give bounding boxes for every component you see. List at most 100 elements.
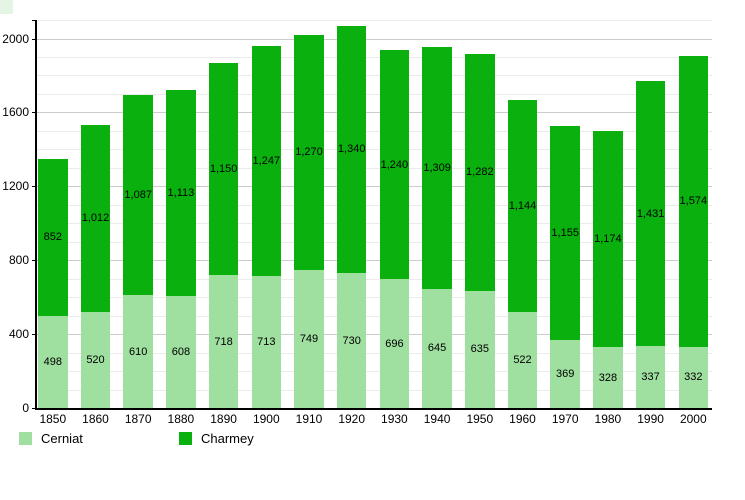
x-axis-label-1960: 1960 (509, 412, 536, 426)
value-label-cerniat-1850: 498 (43, 356, 62, 368)
value-label-cerniat-1930: 696 (385, 337, 404, 350)
bar-segment-charmey-1900 (251, 45, 281, 277)
x-axis-label-1970: 1970 (551, 412, 579, 426)
legend-label-charmey: Charmey (201, 431, 254, 446)
value-label-cerniat-2000: 332 (684, 371, 703, 384)
bar-segment-cerniat-1940 (422, 288, 452, 408)
minor-gridline-1000 (37, 223, 712, 225)
value-label-cerniat-1980: 328 (598, 371, 618, 384)
value-label-cerniat-1910: 749 (299, 332, 319, 345)
value-label-cerniat-1870: 610 (129, 345, 148, 358)
bar-segment-cerniat-1930 (379, 279, 410, 408)
major-gridline-1600 (37, 112, 712, 114)
value-label-cerniat-1990: 337 (641, 370, 660, 383)
value-label-cerniat-1860: 520 (86, 354, 105, 366)
minor-gridline-1700 (37, 93, 712, 95)
value-label-cerniat-1900: 713 (257, 336, 276, 349)
bar-segment-charmey-1970 (550, 126, 580, 340)
bar-segment-charmey-1920 (336, 25, 367, 274)
value-label-charmey-1860: 1,012 (81, 212, 110, 225)
value-label-charmey-2000: 1,574 (679, 195, 708, 208)
y-axis-label-1600: 1600 (2, 105, 29, 120)
minor-gridline-1500 (37, 130, 712, 132)
bar-segment-charmey-1850 (38, 158, 68, 316)
value-label-charmey-1910: 1,270 (295, 146, 323, 159)
major-gridline-400 (37, 334, 712, 336)
major-gridline-2000 (37, 38, 712, 40)
value-label-charmey-1980: 1,174 (594, 232, 622, 245)
x-axis-label-1990: 1990 (637, 412, 664, 426)
bar-segment-charmey-1950 (465, 53, 495, 291)
value-label-cerniat-1970: 369 (556, 367, 575, 380)
value-label-charmey-1940: 1,309 (423, 161, 451, 174)
minor-gridline-600 (37, 297, 712, 299)
y-axis-label-2000: 2000 (2, 31, 29, 46)
y-axis-tick-2000 (32, 38, 37, 40)
x-axis-label-1950: 1950 (466, 412, 494, 426)
y-axis-tick-1200 (32, 186, 37, 188)
y-axis-label-800: 800 (8, 253, 29, 268)
x-axis-label-1860: 1860 (82, 412, 109, 426)
bar-segment-charmey-2000 (678, 55, 708, 347)
value-label-charmey-1930: 1,240 (380, 158, 409, 171)
bar-segment-cerniat-1850 (38, 316, 68, 408)
minor-gridline-900 (37, 241, 712, 243)
legend: Cerniat Charmey (0, 431, 745, 451)
minor-gridline-200 (37, 371, 712, 372)
bar-segment-charmey-1880 (166, 90, 196, 296)
y-axis-tick-800 (32, 260, 37, 262)
value-label-charmey-1870: 1,087 (124, 188, 152, 201)
legend-swatch-charmey-icon (179, 432, 192, 445)
x-axis-label-1850: 1850 (39, 412, 67, 426)
value-label-charmey-1880: 1,113 (167, 186, 195, 199)
minor-gridline-2100 (37, 20, 712, 21)
bar-segment-cerniat-1860 (80, 311, 111, 408)
minor-gridline-300 (37, 352, 712, 354)
value-label-cerniat-1890: 718 (214, 335, 233, 348)
bar-segment-cerniat-1890 (208, 275, 239, 408)
x-axis-label-1920: 1920 (338, 412, 366, 426)
value-label-charmey-1970: 1,155 (551, 227, 579, 240)
value-label-charmey-1850: 852 (43, 231, 62, 244)
bar-segment-charmey-1940 (422, 47, 452, 289)
bar-segment-cerniat-1900 (251, 276, 281, 408)
minor-gridline-500 (37, 315, 712, 317)
bar-segment-charmey-1910 (294, 35, 324, 270)
bar-segment-cerniat-1870 (123, 295, 153, 408)
bar-segment-cerniat-1920 (336, 273, 367, 408)
value-label-charmey-1890: 1,150 (209, 163, 238, 176)
bar-segment-charmey-1990 (635, 81, 666, 346)
minor-gridline-1100 (37, 204, 712, 206)
y-axis-label-1200: 1200 (2, 179, 29, 194)
bar-segment-charmey-1860 (80, 124, 111, 312)
value-label-charmey-1920: 1,340 (337, 143, 366, 156)
bar-segment-cerniat-1880 (166, 295, 196, 408)
value-label-cerniat-1920: 730 (342, 334, 361, 347)
y-axis-line (35, 20, 37, 408)
legend-item-cerniat: Cerniat (19, 431, 83, 446)
value-label-charmey-1960: 1,144 (508, 199, 537, 212)
bar-segment-charmey-1980 (593, 130, 623, 348)
minor-gridline-700 (37, 278, 712, 280)
x-axis-label-1890: 1890 (210, 412, 237, 426)
y-axis-label-0: 0 (22, 401, 29, 415)
y-axis-tick-0 (32, 408, 37, 409)
y-axis-tick-1600 (32, 112, 37, 114)
value-label-cerniat-1950: 635 (470, 343, 489, 356)
major-gridline-1200 (37, 186, 712, 188)
value-label-cerniat-1940: 645 (427, 342, 447, 355)
value-label-charmey-1990: 1,431 (636, 207, 665, 220)
minor-gridline-100 (37, 389, 712, 391)
bar-segment-cerniat-1910 (294, 269, 324, 408)
x-axis-label-1900: 1900 (252, 412, 280, 426)
x-axis-label-1910: 1910 (295, 412, 323, 426)
x-axis-baseline (35, 408, 712, 410)
bar-segment-cerniat-1980 (593, 347, 623, 408)
bar-segment-cerniat-1970 (550, 339, 580, 408)
x-axis-label-1980: 1980 (594, 412, 622, 426)
legend-label-cerniat: Cerniat (41, 431, 83, 446)
major-gridline-800 (37, 260, 712, 262)
bar-segment-cerniat-1960 (507, 311, 538, 408)
y-axis-label-400: 400 (8, 327, 29, 342)
